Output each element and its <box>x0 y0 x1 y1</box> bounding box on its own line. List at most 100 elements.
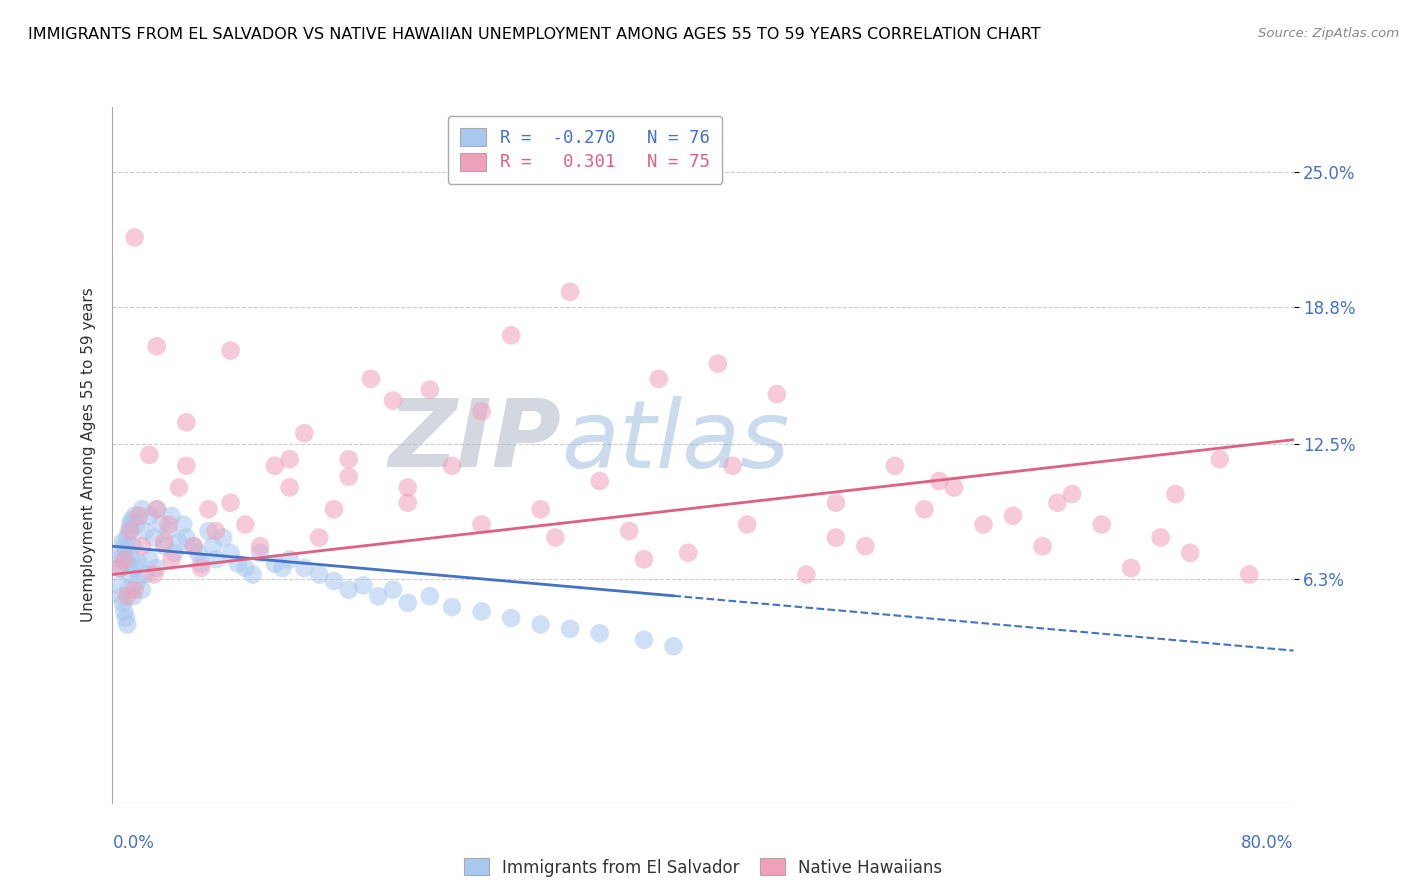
Point <box>167 534 190 549</box>
Point <box>419 589 441 603</box>
Point <box>1062 487 1084 501</box>
Point <box>174 458 197 473</box>
Point <box>163 546 186 560</box>
Point <box>396 596 419 610</box>
Point <box>529 502 551 516</box>
Point <box>157 524 180 538</box>
Point <box>419 383 441 397</box>
Point <box>323 574 346 588</box>
Text: Source: ZipAtlas.com: Source: ZipAtlas.com <box>1258 27 1399 40</box>
Point <box>197 524 219 538</box>
Point <box>382 582 405 597</box>
Point <box>111 596 134 610</box>
Text: IMMIGRANTS FROM EL SALVADOR VS NATIVE HAWAIIAN UNEMPLOYMENT AMONG AGES 55 TO 59 : IMMIGRANTS FROM EL SALVADOR VS NATIVE HA… <box>28 27 1040 42</box>
Point <box>160 508 183 523</box>
Point <box>138 448 160 462</box>
Point <box>544 531 567 545</box>
Point <box>122 539 145 553</box>
Point <box>824 496 846 510</box>
Point <box>233 517 256 532</box>
Point <box>138 552 160 566</box>
Point <box>558 285 582 299</box>
Point <box>278 452 301 467</box>
Point <box>150 517 173 532</box>
Point <box>167 481 190 495</box>
Point <box>134 567 156 582</box>
Point <box>1091 517 1114 532</box>
Point <box>120 567 142 582</box>
Point <box>633 552 655 566</box>
Point <box>110 546 132 560</box>
Point <box>1150 531 1173 545</box>
Point <box>117 589 138 603</box>
Point <box>142 531 165 545</box>
Point <box>117 557 138 571</box>
Text: ZIP: ZIP <box>388 395 561 487</box>
Point <box>117 531 138 545</box>
Point <box>1239 567 1261 582</box>
Point <box>121 513 143 527</box>
Point <box>124 561 146 575</box>
Point <box>128 508 150 523</box>
Point <box>619 524 641 538</box>
Point <box>470 517 494 532</box>
Point <box>1208 452 1232 467</box>
Point <box>197 502 219 516</box>
Point <box>233 561 256 575</box>
Point <box>855 539 877 553</box>
Point <box>172 517 194 532</box>
Text: 0.0%: 0.0% <box>112 834 155 852</box>
Point <box>367 589 389 603</box>
Point <box>138 508 160 523</box>
Point <box>124 582 146 597</box>
Point <box>153 534 176 549</box>
Point <box>190 557 212 571</box>
Point <box>205 552 228 566</box>
Point <box>146 502 169 516</box>
Point <box>121 552 143 566</box>
Point <box>226 557 249 571</box>
Point <box>120 517 142 532</box>
Point <box>108 578 131 592</box>
Point <box>249 546 271 560</box>
Point <box>470 404 494 418</box>
Point <box>131 502 153 516</box>
Point <box>219 546 242 560</box>
Point <box>292 561 315 575</box>
Point <box>112 552 135 566</box>
Point <box>249 539 271 553</box>
Point <box>337 582 360 597</box>
Point <box>131 539 153 553</box>
Point <box>153 539 176 553</box>
Point <box>1032 539 1054 553</box>
Point <box>201 539 224 553</box>
Point <box>127 574 149 588</box>
Point <box>264 557 287 571</box>
Point <box>131 582 153 597</box>
Point <box>633 632 655 647</box>
Point <box>125 517 148 532</box>
Point <box>766 387 789 401</box>
Text: atlas: atlas <box>561 395 790 486</box>
Point <box>558 622 582 636</box>
Point <box>124 508 146 523</box>
Point <box>588 626 610 640</box>
Point <box>308 567 330 582</box>
Point <box>662 639 685 653</box>
Point <box>529 617 551 632</box>
Point <box>111 534 134 549</box>
Point <box>110 589 132 603</box>
Point <box>112 605 135 619</box>
Point <box>124 230 146 244</box>
Point <box>114 543 136 558</box>
Point <box>441 458 464 473</box>
Point <box>1119 561 1142 575</box>
Point <box>1001 508 1024 523</box>
Point <box>1164 487 1187 501</box>
Point <box>108 561 131 575</box>
Point <box>323 502 346 516</box>
Point <box>271 561 294 575</box>
Point <box>114 611 136 625</box>
Point <box>441 600 464 615</box>
Point <box>928 474 950 488</box>
